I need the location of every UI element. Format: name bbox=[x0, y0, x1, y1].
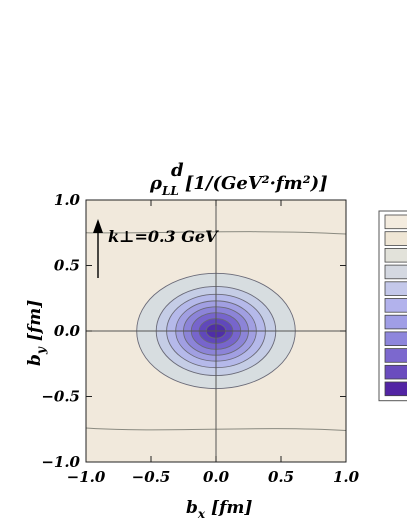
svg-text:bx[fm]: bx [fm] bbox=[186, 498, 252, 521]
legend-swatch-8 bbox=[384, 348, 407, 363]
svg-text:ρLL[1/(GeV²·fm²)]: ρLL [1/(GeV²·fm²)] bbox=[149, 173, 328, 198]
legend-swatch-1 bbox=[384, 231, 407, 246]
legend-swatch-5 bbox=[384, 298, 407, 313]
xlabel-subscript: x bbox=[197, 507, 206, 521]
chart-title: ρLL [1/(GeV²·fm²)] d bbox=[149, 160, 328, 198]
outer-contour-top bbox=[85, 231, 347, 235]
legend-swatch-3 bbox=[384, 264, 407, 280]
y-tick-label: 0.5 bbox=[54, 257, 80, 275]
x-tick-label: −1.0 bbox=[67, 468, 106, 486]
annotation: k⊥=0.3 GeV bbox=[93, 219, 219, 278]
annotation-text: k⊥=0.3 GeV bbox=[108, 227, 219, 246]
plot-area bbox=[85, 199, 347, 463]
legend-swatch-4 bbox=[384, 281, 407, 296]
y-axis-label: by [fm] bbox=[25, 300, 48, 366]
ylabel-symbol: b bbox=[25, 354, 45, 366]
x-tick-label: −0.5 bbox=[132, 468, 171, 486]
xlabel-units: [fm] bbox=[211, 498, 252, 518]
x-tick-label: 0.5 bbox=[268, 468, 294, 486]
y-tick-label: −0.5 bbox=[41, 388, 80, 406]
xlabel-symbol: b bbox=[186, 498, 198, 518]
title-symbol: ρ bbox=[149, 173, 163, 194]
legend-swatch-10 bbox=[384, 381, 407, 397]
axis-ticks: −1.0−1.0 −0.5 −0.5 0.0 0.0 0.5 0.5 1.0 1.0 bbox=[41, 191, 359, 486]
legend-swatch-6 bbox=[384, 314, 407, 330]
x-tick-label: 1.0 bbox=[333, 468, 360, 486]
title-superscript: d bbox=[171, 160, 184, 181]
x-axis-label: bx [fm] bbox=[186, 498, 252, 521]
ylabel-subscript: y bbox=[34, 346, 48, 355]
legend-swatch-9 bbox=[384, 364, 407, 380]
outer-contour-bottom bbox=[85, 427, 347, 432]
y-tick-label: 1.0 bbox=[54, 191, 81, 209]
legend-swatch-7 bbox=[384, 331, 407, 346]
title-units: [1/(GeV²·fm²)] bbox=[185, 173, 328, 194]
x-tick-label: 0.0 bbox=[203, 468, 230, 486]
svg-text:by[fm]: by [fm] bbox=[25, 300, 48, 366]
legend-swatch-2 bbox=[384, 247, 407, 263]
title-subscript: LL bbox=[161, 184, 179, 198]
legend-swatch-0 bbox=[384, 214, 407, 230]
color-legend bbox=[378, 210, 407, 402]
ylabel-units: [fm] bbox=[25, 300, 45, 341]
y-tick-label: −1.0 bbox=[41, 453, 80, 471]
annotation-arrow-head bbox=[93, 219, 103, 233]
y-tick-label: 0.0 bbox=[54, 322, 81, 340]
